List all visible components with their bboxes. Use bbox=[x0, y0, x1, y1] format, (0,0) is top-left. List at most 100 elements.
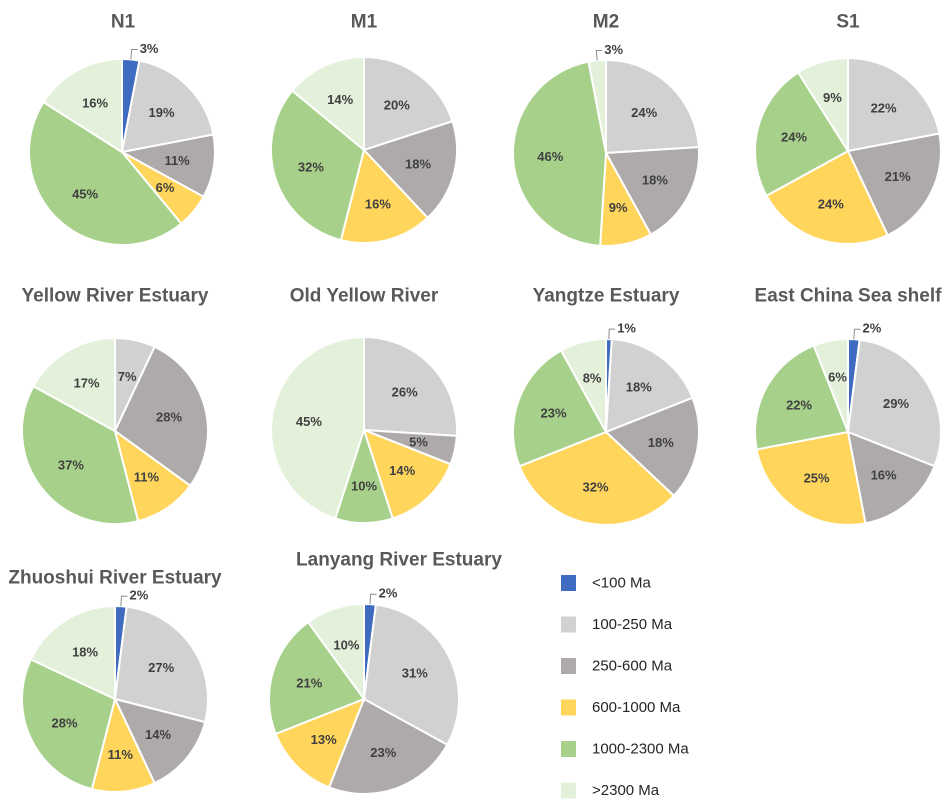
slice-east-china-sea-shelf-2300-ma bbox=[812, 337, 849, 433]
legend-swatch-1000-2300-ma bbox=[561, 741, 576, 757]
value-label-n1-600-1000-ma: 6% bbox=[156, 180, 175, 195]
value-label-n1-1000-2300-ma: 45% bbox=[72, 186, 98, 201]
value-label-yangtze-estuary-600-1000-ma: 32% bbox=[582, 479, 608, 494]
chart-title-lanyang-river-estuary: Lanyang River Estuary bbox=[296, 550, 502, 571]
value-label-yellow-river-estuary-100-250-ma: 7% bbox=[118, 369, 137, 384]
slice-n1-1000-2300-ma bbox=[28, 100, 183, 246]
slice-s1-2300-ma bbox=[796, 56, 849, 155]
value-label-lanyang-river-estuary-100-250-ma: 31% bbox=[402, 666, 428, 681]
value-label-s1-2300-ma: 9% bbox=[823, 90, 842, 105]
value-label-old-yellow-river-2300-ma: 45% bbox=[296, 414, 322, 429]
pie-east-china-sea-shelf: 2% 29% 16% 25% 22% 6% East China Sea shelf bbox=[754, 286, 943, 526]
leader-line-n1-100-ma bbox=[130, 49, 138, 60]
slice-old-yellow-river-2300-ma bbox=[270, 335, 365, 520]
chart-title-east-china-sea-shelf: East China Sea shelf bbox=[755, 286, 943, 307]
slice-east-china-sea-shelf-100-250-ma bbox=[846, 338, 942, 468]
slice-yangtze-estuary-1000-2300-ma bbox=[512, 349, 608, 468]
legend-label-100-ma: <100 Ma bbox=[592, 575, 651, 592]
value-label-s1-600-1000-ma: 24% bbox=[818, 197, 844, 212]
value-label-east-china-sea-shelf-1000-2300-ma: 22% bbox=[786, 398, 812, 413]
value-label-m2-600-1000-ma: 9% bbox=[609, 200, 628, 215]
slice-east-china-sea-shelf-1000-2300-ma bbox=[754, 344, 850, 451]
value-label-s1-100-250-ma: 22% bbox=[871, 101, 897, 116]
slice-s1-100-250-ma bbox=[847, 56, 941, 153]
chart-title-zhuoshui-river-estuary: Zhuoshui River Estuary bbox=[8, 568, 222, 589]
leader-line-zhuoshui-river-estuary-100-ma bbox=[120, 595, 128, 607]
slice-yellow-river-estuary-1000-2300-ma bbox=[21, 384, 140, 526]
legend-label-2300-ma: >2300 Ma bbox=[592, 782, 660, 799]
pie-m1: 20% 18% 16% 32% 14% M1 bbox=[270, 12, 458, 244]
value-label-zhuoshui-river-estuary-250-600-ma: 14% bbox=[145, 727, 171, 742]
pie-lanyang-river-estuary: 2% 31% 23% 13% 21% 10% Lanyang River Estuary bbox=[268, 550, 502, 795]
value-label-old-yellow-river-600-1000-ma: 14% bbox=[389, 463, 415, 478]
pie-yellow-river-estuary: 7% 28% 11% 37% 17% Yellow River Estuary bbox=[21, 286, 209, 526]
value-label-yangtze-estuary-2300-ma: 8% bbox=[583, 371, 602, 386]
slice-lanyang-river-estuary-1000-2300-ma bbox=[268, 620, 366, 736]
value-label-zhuoshui-river-estuary-100-250-ma: 27% bbox=[148, 660, 174, 675]
slice-n1-100-250-ma bbox=[120, 59, 215, 154]
slice-lanyang-river-estuary-250-600-ma bbox=[327, 697, 449, 795]
value-label-m2-2300-ma: 3% bbox=[604, 42, 623, 57]
slice-yangtze-estuary-2300-ma bbox=[559, 337, 607, 433]
pie-s1: 22% 21% 24% 24% 9% S1 bbox=[754, 12, 942, 245]
legend-label-600-1000-ma: 600-1000 Ma bbox=[592, 699, 681, 716]
value-label-lanyang-river-estuary-100-ma: 2% bbox=[379, 586, 398, 601]
value-label-m1-2300-ma: 14% bbox=[327, 92, 353, 107]
value-label-lanyang-river-estuary-250-600-ma: 23% bbox=[370, 745, 396, 760]
value-label-m2-250-600-ma: 18% bbox=[642, 172, 668, 187]
value-label-old-yellow-river-1000-2300-ma: 10% bbox=[351, 478, 377, 493]
legend-swatch-600-1000-ma bbox=[561, 699, 576, 716]
chart-title-yangtze-estuary: Yangtze Estuary bbox=[533, 286, 680, 307]
value-label-s1-1000-2300-ma: 24% bbox=[781, 130, 807, 145]
value-label-zhuoshui-river-estuary-2300-ma: 18% bbox=[72, 644, 98, 659]
slice-old-yellow-river-100-250-ma bbox=[363, 335, 458, 437]
slice-m2-2300-ma bbox=[587, 58, 607, 154]
slice-m1-2300-ma bbox=[290, 55, 365, 153]
value-label-east-china-sea-shelf-2300-ma: 6% bbox=[828, 370, 847, 385]
value-label-yangtze-estuary-100-250-ma: 18% bbox=[626, 379, 652, 394]
slice-m2-1000-2300-ma bbox=[512, 60, 608, 247]
slice-east-china-sea-shelf-250-600-ma bbox=[846, 430, 936, 525]
value-label-east-china-sea-shelf-600-1000-ma: 25% bbox=[804, 471, 830, 486]
legend-label-1000-2300-ma: 1000-2300 Ma bbox=[592, 741, 689, 758]
slice-yellow-river-estuary-250-600-ma bbox=[113, 345, 209, 488]
value-label-m2-100-250-ma: 24% bbox=[631, 105, 657, 120]
chart-title-s1: S1 bbox=[836, 12, 860, 33]
value-label-zhuoshui-river-estuary-1000-2300-ma: 28% bbox=[51, 715, 77, 730]
value-label-yellow-river-estuary-1000-2300-ma: 37% bbox=[58, 458, 84, 473]
slice-zhuoshui-river-estuary-250-600-ma bbox=[113, 697, 207, 785]
slice-zhuoshui-river-estuary-100-250-ma bbox=[113, 605, 210, 724]
legend-swatch-2300-ma bbox=[561, 782, 576, 799]
value-label-m1-1000-2300-ma: 32% bbox=[298, 160, 324, 175]
slice-m1-600-1000-ma bbox=[339, 147, 430, 244]
slice-zhuoshui-river-estuary-2300-ma bbox=[29, 604, 116, 701]
slice-s1-250-600-ma bbox=[846, 132, 942, 237]
chart-title-yellow-river-estuary: Yellow River Estuary bbox=[22, 286, 209, 307]
slice-yangtze-estuary-600-1000-ma bbox=[518, 430, 676, 526]
slice-yangtze-estuary-100-250-ma bbox=[604, 338, 694, 434]
pie-old-yellow-river: 26% 5% 14% 10% 45% Old Yellow River bbox=[270, 286, 458, 525]
value-label-lanyang-river-estuary-1000-2300-ma: 21% bbox=[296, 676, 322, 691]
legend-label-100-250-ma: 100-250 Ma bbox=[592, 616, 673, 633]
slice-s1-600-1000-ma bbox=[765, 149, 889, 245]
slice-n1-2300-ma bbox=[42, 57, 123, 154]
value-label-yangtze-estuary-250-600-ma: 18% bbox=[648, 435, 674, 450]
pie-n1: 3% 19% 11% 6% 45% 16% N1 bbox=[28, 12, 216, 246]
leader-line-yangtze-estuary-100-ma bbox=[608, 328, 616, 340]
value-label-east-china-sea-shelf-250-600-ma: 16% bbox=[871, 468, 897, 483]
value-label-yangtze-estuary-100-ma: 1% bbox=[617, 321, 636, 336]
slice-m1-100-250-ma bbox=[363, 55, 454, 152]
slice-s1-1000-2300-ma bbox=[754, 71, 850, 198]
leader-line-east-china-sea-shelf-100-ma bbox=[853, 328, 861, 340]
value-label-east-china-sea-shelf-100-250-ma: 29% bbox=[883, 396, 909, 411]
legend: <100 Ma 100-250 Ma 250-600 Ma 600-1000 Ma 10… bbox=[561, 575, 689, 799]
slice-m2-100-250-ma bbox=[605, 58, 700, 155]
leader-line-lanyang-river-estuary-100-ma bbox=[369, 593, 377, 605]
value-label-m1-600-1000-ma: 16% bbox=[365, 197, 391, 212]
value-label-yellow-river-estuary-2300-ma: 17% bbox=[74, 376, 100, 391]
value-label-s1-250-600-ma: 21% bbox=[885, 169, 911, 184]
value-label-yellow-river-estuary-250-600-ma: 28% bbox=[156, 410, 182, 425]
slice-m1-1000-2300-ma bbox=[270, 89, 366, 242]
chart-title-old-yellow-river: Old Yellow River bbox=[290, 286, 439, 307]
